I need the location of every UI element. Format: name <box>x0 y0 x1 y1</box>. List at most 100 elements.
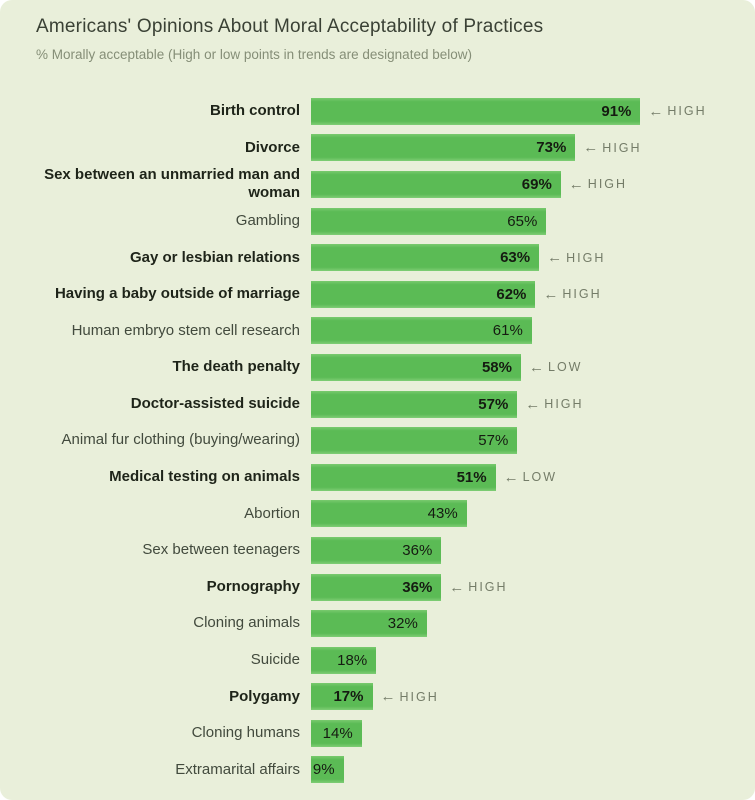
high-low-annotation: ← HIGH <box>547 249 605 266</box>
annotation-label: HIGH <box>587 177 628 192</box>
bar-value: 57% <box>478 432 509 450</box>
bar: 14% <box>311 719 362 747</box>
bar-value: 62% <box>496 285 527 303</box>
bar-label: Birth control <box>210 102 300 120</box>
bar-value: 61% <box>492 322 523 340</box>
bar-area: 32% <box>311 610 755 638</box>
chart-row: Birth control 91% ← HIGH <box>28 93 755 130</box>
bar: 17% <box>311 683 373 711</box>
bar-area: 9% <box>311 756 755 784</box>
bar: 69% <box>311 170 561 198</box>
bar-area: 62% ← HIGH <box>311 280 755 308</box>
annotation-label: LOW <box>548 360 583 375</box>
bar-value: 73% <box>536 139 567 157</box>
bar-value: 91% <box>601 102 632 120</box>
bar-value: 69% <box>521 175 552 193</box>
bar-area: 73% ← HIGH <box>311 134 755 162</box>
bar: 73% <box>311 134 576 162</box>
bar-value: 43% <box>427 505 458 523</box>
bar-label: Doctor-assisted suicide <box>130 394 300 412</box>
left-arrow-icon: ← <box>503 468 519 486</box>
left-arrow-icon: ← <box>525 395 541 413</box>
bar-area: 43% <box>311 500 755 528</box>
bar-label: Abortion <box>244 504 300 522</box>
annotation-label: HIGH <box>399 689 439 704</box>
annotation-label: HIGH <box>544 397 584 412</box>
annotation-label: HIGH <box>667 104 707 119</box>
bar: 57% <box>311 427 518 455</box>
chart-row: Having a baby outside of marriage 62% ← HIG… <box>28 276 755 313</box>
bar-value: 18% <box>337 651 368 669</box>
bar-label: Cloning animals <box>193 614 300 632</box>
bar-label: Suicide <box>250 651 300 669</box>
chart-row: Animal fur clothing (buying/wearing) 57% <box>28 422 755 459</box>
left-arrow-icon: ← <box>380 688 396 706</box>
bar-label: Cloning humans <box>191 724 300 742</box>
bar-label: Animal fur clothing (buying/wearing) <box>61 431 300 449</box>
annotation-label: HIGH <box>468 580 508 595</box>
bar-area: 58% ← LOW <box>311 353 755 381</box>
chart-row: Pornography 36% ← HIGH <box>28 569 755 606</box>
chart-row: Cloning humans 14% <box>28 715 755 752</box>
left-arrow-icon: ← <box>547 249 563 267</box>
bar-area: 65% <box>311 207 755 235</box>
left-arrow-icon: ← <box>583 139 599 157</box>
chart-row: Suicide 18% <box>28 642 755 679</box>
high-low-annotation: ← HIGH <box>569 176 627 193</box>
bar-value: 32% <box>387 615 418 633</box>
bar-label: Sex between teenagers <box>142 541 300 559</box>
bar-label: Polygamy <box>229 687 300 705</box>
left-arrow-icon: ← <box>529 358 544 376</box>
bar-label: Pornography <box>206 577 300 595</box>
bar-value: 51% <box>456 468 487 486</box>
bar-label: Extramarital affairs <box>175 760 300 778</box>
chart-row: Divorce 73% ← HIGH <box>28 130 755 167</box>
chart-row: Cloning animals 32% <box>28 605 755 642</box>
bar: 51% <box>311 463 496 491</box>
bar-label: Sex between an unmarried man and woman <box>44 166 300 202</box>
left-arrow-icon: ← <box>648 102 664 120</box>
bar: 32% <box>311 610 427 638</box>
high-low-annotation: ← HIGH <box>583 139 641 156</box>
bar-value: 14% <box>322 724 353 742</box>
chart-row: The death penalty 58% ← LOW <box>28 349 755 386</box>
left-arrow-icon: ← <box>543 285 559 303</box>
chart-row: Medical testing on animals 51% ← LOW <box>28 459 755 496</box>
bar-area: 61% <box>311 317 755 345</box>
bar-label: Medical testing on animals <box>109 468 300 486</box>
high-low-annotation: ← LOW <box>529 359 582 376</box>
bar: 18% <box>311 646 377 674</box>
bar-area: 14% <box>311 719 755 747</box>
bar-area: 18% <box>311 646 755 674</box>
bar-area: 57% <box>311 427 755 455</box>
annotation-label: HIGH <box>566 250 606 265</box>
bar: 43% <box>311 500 467 528</box>
bar: 36% <box>311 573 442 601</box>
bar: 58% <box>311 353 521 381</box>
bar: 63% <box>311 244 540 272</box>
chart-title: Americans' Opinions About Moral Acceptab… <box>36 16 544 37</box>
bar-label: Having a baby outside of marriage <box>54 285 300 303</box>
left-arrow-icon: ← <box>449 578 465 596</box>
bar-area: 51% ← LOW <box>311 463 755 491</box>
chart-row: Gambling 65% <box>28 203 755 240</box>
bar-area: 36% <box>311 536 755 564</box>
chart-row: Sex between teenagers 36% <box>28 532 755 569</box>
bar-label: Gay or lesbian relations <box>129 248 300 266</box>
bar: 61% <box>311 317 532 345</box>
high-low-annotation: ← HIGH <box>525 396 583 413</box>
bar-area: 17% ← HIGH <box>311 683 755 711</box>
bar: 9% <box>311 756 344 784</box>
bar-area: 36% ← HIGH <box>311 573 755 601</box>
bar-area: 63% ← HIGH <box>311 244 755 272</box>
left-arrow-icon: ← <box>568 175 584 193</box>
bar: 91% <box>311 97 641 125</box>
bar-label: The death penalty <box>172 358 300 376</box>
chart-row: Extramarital affairs 9% <box>28 752 755 789</box>
chart-row: Abortion 43% <box>28 496 755 533</box>
bar-value: 36% <box>402 541 433 559</box>
bar-value: 17% <box>333 688 364 706</box>
chart-header: Americans' Opinions About Moral Acceptab… <box>0 0 755 62</box>
bar-value: 9% <box>312 761 335 779</box>
